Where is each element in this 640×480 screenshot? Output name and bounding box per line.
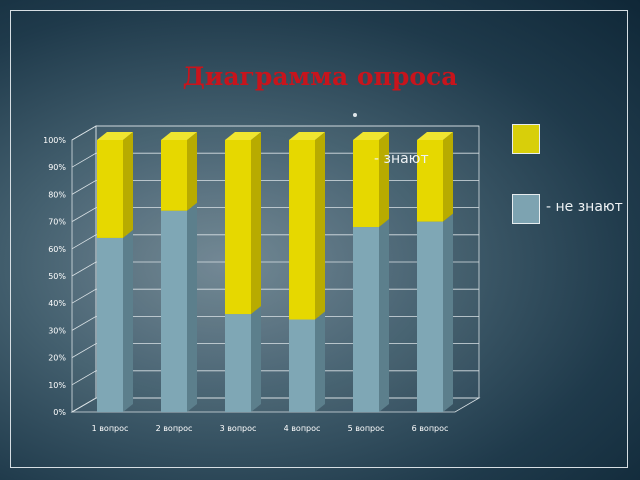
bar-known-top (353, 132, 389, 140)
gridline (71, 125, 479, 141)
bar-known-side (187, 132, 197, 211)
bar-unknown-front (417, 221, 443, 412)
bar-unknown-side (379, 219, 389, 412)
bar-known (161, 132, 197, 211)
y-tick-label: 20% (48, 354, 66, 363)
bar-known-side (251, 132, 261, 315)
y-axis-ticks: 0% 10% 20% 30% 40% 50% 60% 70% 80% 90% 100% (43, 136, 66, 417)
gridline (71, 207, 479, 222)
bar-known-front (417, 140, 443, 222)
x-tick-label: 5 вопрос (348, 424, 385, 433)
bar-unknown-side (187, 202, 197, 412)
bar-unknown (161, 202, 197, 412)
bar-known-side (443, 132, 453, 222)
bar-unknown-front (225, 314, 251, 412)
y-tick-label: 80% (48, 190, 66, 199)
gridline (71, 288, 479, 304)
bar-known-top (97, 132, 133, 140)
bar-known-front (353, 140, 379, 228)
bar-known-front (225, 140, 251, 315)
bar-known-front (161, 140, 187, 211)
bar-unknown-side (123, 229, 133, 412)
bar-known (289, 132, 325, 320)
bar-known (225, 132, 261, 315)
legend-label-known: - знают (374, 151, 429, 167)
bar-unknown-front (97, 237, 123, 412)
gridline (71, 179, 479, 195)
bar-known-top (289, 132, 325, 140)
y-tick-label: 0% (53, 408, 66, 417)
x-axis-ticks: 1 вопрос 2 вопрос 3 вопрос 4 вопрос 5 вопрос… (92, 424, 449, 433)
chart-bars (97, 132, 453, 412)
gridline (71, 370, 479, 386)
gridline (71, 343, 479, 358)
x-tick-label: 6 вопрос (412, 424, 449, 433)
x-tick-label: 4 вопрос (284, 424, 321, 433)
bar-known (417, 132, 453, 222)
bar-unknown (353, 219, 389, 412)
x-tick-label: 1 вопрос (92, 424, 129, 433)
legend-label-unknown: - не знают (546, 199, 623, 215)
bar-known (97, 132, 133, 238)
x-tick-label: 3 вопрос (220, 424, 257, 433)
y-tick-label: 10% (48, 381, 66, 390)
gridline (71, 397, 479, 413)
bar-unknown-front (289, 319, 315, 412)
bar-unknown-front (161, 210, 187, 412)
y-tick-label: 100% (43, 136, 66, 145)
bar-unknown-side (443, 213, 453, 412)
y-tick-label: 60% (48, 245, 66, 254)
legend-swatch-unknown (512, 194, 540, 224)
y-tick-label: 30% (48, 326, 66, 335)
x-tick-label: 2 вопрос (156, 424, 193, 433)
y-tick-label: 40% (48, 299, 66, 308)
bar-known-side (123, 132, 133, 238)
bar-unknown-side (315, 311, 325, 412)
gridline (71, 261, 479, 277)
bar-known-top (417, 132, 453, 140)
y-tick-label: 90% (48, 163, 66, 172)
y-tick-label: 70% (48, 218, 66, 227)
chart-grid (71, 125, 479, 413)
bar-known-side (379, 132, 389, 228)
bar-unknown (417, 213, 453, 412)
bar-known-front (97, 140, 123, 238)
y-tick-label: 50% (48, 272, 66, 281)
bullet-dot (353, 113, 357, 117)
gridline (71, 315, 479, 331)
chart-title: Диаграмма опроса (182, 62, 458, 91)
gridline (71, 234, 479, 250)
bar-unknown (97, 229, 133, 412)
slide-frame (10, 10, 628, 468)
legend-swatch-known (512, 124, 540, 154)
bar-known-top (225, 132, 261, 140)
bar-unknown (225, 306, 261, 412)
bar-known-front (289, 140, 315, 320)
bar-unknown-side (251, 306, 261, 412)
bar-unknown-front (353, 227, 379, 412)
bar-known-top (161, 132, 197, 140)
bar-known (353, 132, 389, 228)
gridline (71, 152, 479, 168)
bar-known-side (315, 132, 325, 320)
bar-unknown (289, 311, 325, 412)
